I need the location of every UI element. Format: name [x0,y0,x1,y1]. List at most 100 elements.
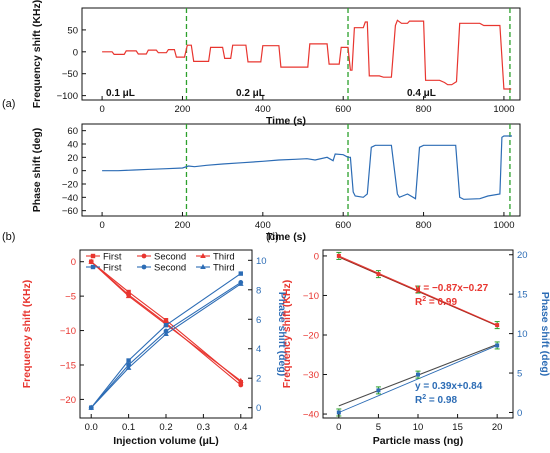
x-tick-label: 0.0 [85,422,98,433]
panel-a-top-frame [81,7,521,101]
data-point-right [495,343,500,348]
right-tick-label: 0 [256,403,261,414]
right-tick-label: 20 [517,250,528,261]
panel-label-c: (c) [266,231,279,243]
panel-c-left-ticks: 0 −10 −20 −30 −40 [303,251,327,421]
x-tick-label: 10 [413,422,424,433]
panel-c-frame [322,249,514,419]
x-tick-label: 20 [492,422,503,433]
r2-sup: 2 [422,296,426,303]
right-tick-label: 2 [256,374,261,385]
x-tick-label: 400 [255,104,271,115]
right-tick-label: 0 [517,408,522,419]
r2-sup: 2 [422,394,426,401]
x-tick-label: 400 [255,220,271,231]
data-point-left [376,272,381,277]
series-marker-square [126,289,131,295]
series-marker-square [90,253,96,259]
x-tick-label: 0 [336,422,341,433]
panel-b-series [88,258,244,411]
panel-a-top-x-ticks: 0 200 400 600 800 1000 [99,96,514,115]
legend-label-second: Second [154,263,186,274]
panel-c: 0 −10 −20 −30 −40 0 5 10 15 20 0 5 10 15 20 y = −0.8… [281,249,550,447]
panel-c-y-label-right: Phase shift (deg) [539,292,550,377]
r2-value: = 0.99 [426,297,457,308]
series-line-left-first [90,261,242,383]
fit-r2-phase: R2 = 0.98 [415,394,457,406]
x-tick-label: 600 [335,220,351,231]
y-tick-label: −40 [62,193,78,204]
panel-a-top-y-ticks: −100 −50 0 50 [57,25,86,102]
x-tick-label: 15 [452,422,463,433]
panel-a-top-x-label: Time (s) [266,115,306,127]
right-tick-label: 15 [517,290,528,301]
r2-value: = 0.98 [426,395,457,406]
fit-equation-frequency: y = −0.87x−0.27 [415,283,489,294]
series-marker-triangle [237,377,244,383]
data-point-left [336,253,341,258]
annotation-0-4ul: 0.4 μL [407,88,436,99]
fit-equation-phase: y = 0.39x+0.84 [415,381,483,392]
right-tick-label: 10 [517,329,528,340]
panel-c-x-ticks: 0 5 10 15 20 [336,414,502,433]
panel-a-bottom-y-ticks: −60 −40 −20 0 20 40 60 [62,126,86,217]
left-tick-label: −20 [60,395,76,406]
legend-label-first: First [103,263,122,274]
panel-b-legend: First Second Third First Second Third [86,252,235,274]
fit-r2-frequency: R2 = 0.99 [415,296,457,308]
panel-a-bottom-x-label: Time (s) [266,231,306,243]
data-point-right [376,388,381,393]
x-tick-label: 800 [416,104,432,115]
left-tick-label: −5 [65,292,76,303]
right-tick-label: 10 [256,256,267,267]
x-tick-label: 0 [99,104,104,115]
data-connector-right [338,345,498,413]
y-tick-label: −50 [62,69,78,80]
annotation-0-2ul: 0.2 μL [236,88,265,99]
x-tick-label: 600 [335,104,351,115]
legend-label-third: Third [213,252,235,263]
x-tick-label: 0 [99,220,104,231]
right-tick-label: 8 [256,285,261,296]
data-point-right [336,410,341,415]
y-tick-label: −100 [57,91,78,102]
x-tick-label: 0.2 [159,422,172,433]
data-point-left [495,323,500,328]
panel-c-points [336,251,500,417]
panel-c-y-label-left: Frequency shift (KHz) [281,280,293,389]
panel-b-y-label-right: Phase shift (deg) [276,292,288,377]
series-line-right-third [90,283,242,409]
left-tick-label: −40 [303,410,319,421]
panel-a-top: −100 −50 0 50 0 200 400 600 800 1000 0.1 μL 0.2 … [31,0,521,127]
panel-b: 0 −5 −10 −15 −20 0 2 4 6 8 10 0.0 0.1 0.2 0.3 0.4 Fir… [21,249,288,447]
legend-label-third: Third [213,263,235,274]
panel-a-top-markers [185,8,511,100]
r2-base: R [415,297,423,308]
panel-b-left-ticks: 0 −5 −10 −15 −20 [60,257,84,406]
panel-c-right-ticks: 0 5 10 15 20 [509,250,528,419]
panel-a-bottom: −60 −40 −20 0 20 40 60 0 200 400 600 800 1000 Time … [31,123,521,243]
left-tick-label: −30 [303,370,319,381]
series-marker-triangle [163,331,169,336]
x-tick-label: 200 [175,104,191,115]
right-tick-label: 6 [256,315,261,326]
series-marker-circle [141,264,147,270]
series-marker-square [163,322,169,328]
series-line-right-first [90,273,242,409]
legend-label-first: First [103,252,122,263]
panel-a-top-y-label: Frequency shift (KHz) [31,0,43,108]
y-tick-label: 60 [67,126,78,137]
y-tick-label: −20 [62,180,78,191]
series-marker-circle [141,253,147,259]
right-tick-label: 5 [517,369,522,380]
panel-b-x-label: Injection volume (μL) [113,435,219,447]
x-tick-label: 5 [376,422,381,433]
series-marker-triangle [200,264,206,269]
series-marker-circle [238,382,244,388]
left-tick-label: −10 [60,326,76,337]
panel-label-b: (b) [2,231,15,243]
y-tick-label: 50 [67,25,78,36]
right-tick-label: 4 [256,344,261,355]
series-marker-square [163,318,169,323]
